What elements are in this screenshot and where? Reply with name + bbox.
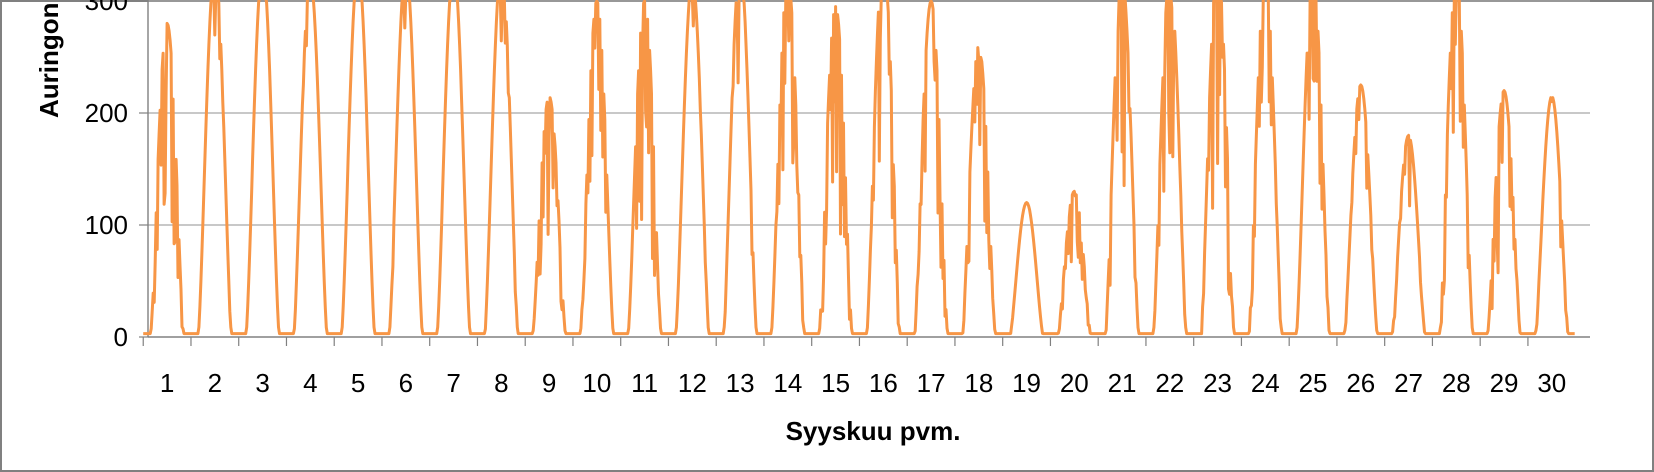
x-tick-label-23: 23 <box>1203 368 1232 398</box>
x-tick-label-9: 9 <box>542 368 556 398</box>
x-tick-label-3: 3 <box>255 368 269 398</box>
y-tick-label-300: 300 <box>85 0 128 16</box>
x-tick-label-25: 25 <box>1299 368 1328 398</box>
x-tick-label-12: 12 <box>678 368 707 398</box>
x-tick-label-20: 20 <box>1060 368 1089 398</box>
y-tick-labels: 0 100 200 300 <box>85 0 128 352</box>
x-tick-label-21: 21 <box>1108 368 1137 398</box>
axis-layer <box>142 0 1590 346</box>
x-tick-label-13: 13 <box>726 368 755 398</box>
x-tick-label-7: 7 <box>446 368 460 398</box>
y-tick-label-0: 0 <box>114 322 128 352</box>
x-tick-label-6: 6 <box>399 368 413 398</box>
x-tick-label-8: 8 <box>494 368 508 398</box>
x-tick-label-29: 29 <box>1490 368 1519 398</box>
x-axis-title: Syyskuu pvm. <box>786 416 961 446</box>
x-tick-label-28: 28 <box>1442 368 1471 398</box>
x-tick-label-22: 22 <box>1155 368 1184 398</box>
x-tick-label-18: 18 <box>964 368 993 398</box>
x-tick-label-27: 27 <box>1394 368 1423 398</box>
y-axis-title: Auringon <box>34 2 64 118</box>
x-tick-label-15: 15 <box>821 368 850 398</box>
x-tick-label-2: 2 <box>208 368 222 398</box>
y-tick-label-200: 200 <box>85 98 128 128</box>
x-tick-label-11: 11 <box>631 368 658 398</box>
x-tick-label-17: 17 <box>917 368 946 398</box>
x-tick-label-26: 26 <box>1346 368 1375 398</box>
x-tick-label-5: 5 <box>351 368 365 398</box>
x-tick-label-24: 24 <box>1251 368 1280 398</box>
series-layer <box>142 0 1576 336</box>
x-tick-label-10: 10 <box>582 368 611 398</box>
x-tick-label-19: 19 <box>1012 368 1041 398</box>
x-tick-label-1: 1 <box>160 368 174 398</box>
y-tick-label-100: 100 <box>85 210 128 240</box>
x-tick-label-14: 14 <box>773 368 802 398</box>
x-tick-label-4: 4 <box>303 368 317 398</box>
x-tick-labels: 1 2 3 4 5 6 7 8 9 10 11 12 13 14 15 16 17 18 19 20 21 22 23 24 2… <box>160 368 1566 398</box>
x-tick-label-16: 16 <box>869 368 898 398</box>
series-line-radiation <box>142 0 1576 336</box>
x-tick-label-30: 30 <box>1537 368 1566 398</box>
